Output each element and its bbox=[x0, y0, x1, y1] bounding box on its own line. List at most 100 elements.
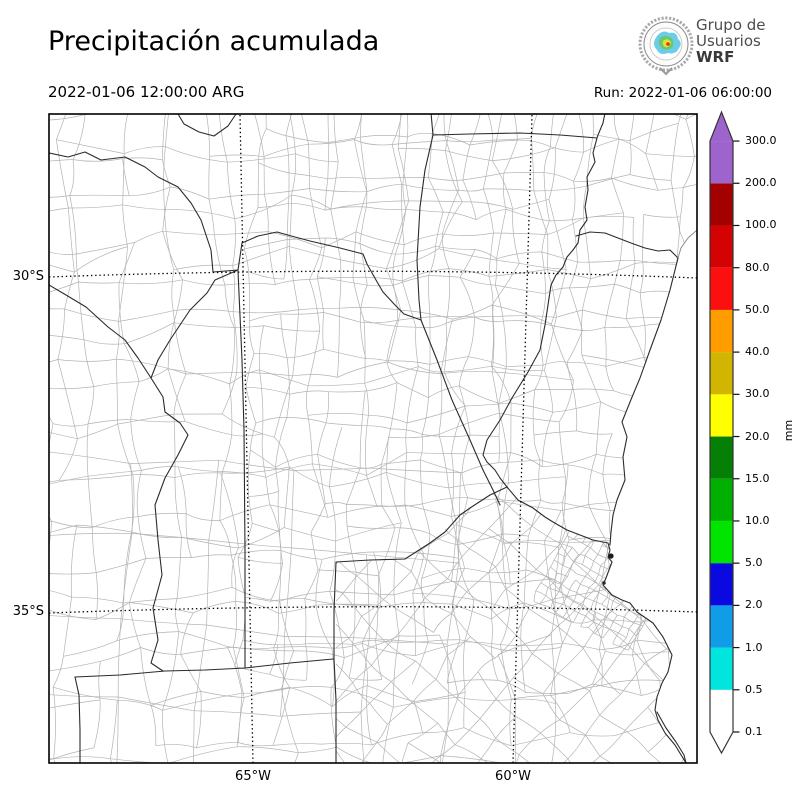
department-boundary-line bbox=[601, 679, 660, 686]
department-boundary-line bbox=[742, 493, 763, 515]
department-boundary-line bbox=[463, 727, 512, 746]
lon-tick-label-60w: 60°W bbox=[495, 769, 531, 784]
department-boundary-line bbox=[599, 756, 634, 763]
department-boundary-line bbox=[110, 758, 112, 763]
department-boundary-line bbox=[308, 144, 310, 189]
department-boundary-line bbox=[739, 502, 742, 553]
department-boundary-line bbox=[362, 70, 374, 108]
department-boundary-line bbox=[327, 177, 366, 180]
department-boundary-line bbox=[232, 246, 290, 267]
department-boundary-line bbox=[140, 647, 152, 706]
department-boundary-line bbox=[459, 639, 492, 648]
department-boundary-line bbox=[491, 160, 514, 210]
department-boundary-line bbox=[592, 581, 603, 620]
department-boundary-line bbox=[64, 308, 119, 322]
colorbar-segment bbox=[710, 436, 733, 479]
department-boundary-line bbox=[363, 320, 366, 384]
colorbar-segment bbox=[710, 352, 733, 395]
department-boundary-line bbox=[612, 615, 618, 622]
department-boundary-line bbox=[557, 604, 581, 627]
department-boundary-line bbox=[173, 308, 234, 313]
department-boundary-line bbox=[393, 285, 398, 321]
department-boundary-line bbox=[243, 248, 249, 272]
department-boundary-line bbox=[74, 246, 128, 273]
department-boundary-line bbox=[624, 730, 649, 753]
department-boundary-line bbox=[70, 525, 78, 598]
department-boundary-line bbox=[216, 633, 240, 649]
department-boundary-line bbox=[419, 459, 423, 504]
department-boundary-line bbox=[442, 232, 494, 236]
department-boundary-line bbox=[458, 558, 475, 600]
department-boundary-line bbox=[545, 587, 549, 596]
department-boundary-line bbox=[601, 603, 611, 611]
department-boundary-line bbox=[193, 601, 236, 614]
department-boundary-line bbox=[550, 601, 554, 608]
department-boundary-line bbox=[535, 590, 546, 596]
department-boundary-line bbox=[593, 592, 600, 602]
department-boundary-line bbox=[231, 586, 280, 602]
department-boundary-line bbox=[772, 726, 799, 744]
department-boundary-line bbox=[406, 451, 452, 454]
department-boundary-line bbox=[760, 38, 772, 81]
department-boundary-line bbox=[289, 466, 330, 488]
department-boundary-line bbox=[567, 496, 598, 526]
department-boundary-line bbox=[612, 643, 620, 647]
department-boundary-line bbox=[623, 610, 630, 618]
department-boundary-line bbox=[390, 660, 416, 682]
department-boundary-line bbox=[756, 365, 783, 371]
department-boundary-line bbox=[411, 551, 420, 572]
department-boundary-line bbox=[415, 641, 465, 656]
department-boundary-line bbox=[604, 327, 607, 367]
department-boundary-line bbox=[588, 454, 597, 505]
department-boundary-line bbox=[470, 434, 500, 438]
department-boundary-line bbox=[299, 645, 327, 656]
department-boundary-line bbox=[233, 646, 274, 650]
department-boundary-line bbox=[69, 195, 77, 255]
department-boundary-line bbox=[289, 687, 333, 707]
department-boundary-line bbox=[0, 155, 30, 163]
department-boundary-line bbox=[170, 186, 210, 200]
department-boundary-line bbox=[49, 615, 122, 620]
lat-tick-label-35s: 35°S bbox=[12, 604, 44, 619]
department-boundary-line bbox=[93, 699, 101, 748]
department-boundary-line bbox=[192, 710, 195, 763]
department-boundary-line bbox=[561, 357, 581, 373]
department-boundary-line bbox=[573, 373, 581, 395]
department-boundary-line bbox=[49, 264, 75, 273]
department-boundary-line bbox=[0, 669, 49, 671]
department-boundary-line bbox=[150, 691, 201, 706]
department-boundary-line bbox=[795, 566, 800, 594]
department-boundary-line bbox=[325, 237, 360, 244]
colorbar-tick-label: 2.0 bbox=[745, 598, 763, 612]
department-boundary-line bbox=[259, 369, 264, 434]
department-boundary-line bbox=[138, 512, 187, 518]
department-boundary-line bbox=[752, 703, 774, 722]
department-boundary-line bbox=[582, 555, 586, 565]
department-boundary-line bbox=[562, 502, 611, 511]
department-boundary-line bbox=[227, 153, 296, 163]
department-boundary-line bbox=[613, 113, 620, 140]
department-boundary-line bbox=[619, 637, 627, 647]
department-boundary-line bbox=[346, 525, 357, 573]
department-boundary-line bbox=[363, 539, 379, 552]
department-boundary-line bbox=[682, 184, 697, 189]
department-boundary-line bbox=[280, 550, 323, 560]
department-boundary-line bbox=[451, 580, 511, 585]
department-boundary-line bbox=[792, 327, 800, 331]
department-boundary-line bbox=[590, 560, 594, 571]
department-boundary-line bbox=[234, 639, 244, 667]
department-boundary-line bbox=[747, 401, 760, 433]
department-boundary-line bbox=[364, 320, 416, 328]
department-boundary-line bbox=[428, 177, 463, 181]
department-boundary-line bbox=[628, 622, 634, 630]
department-boundary-line bbox=[440, 371, 493, 374]
department-boundary-line bbox=[294, 752, 299, 763]
department-boundary-line bbox=[287, 348, 324, 359]
department-boundary-line bbox=[439, 755, 441, 763]
department-boundary-line bbox=[356, 571, 379, 576]
department-boundary-line bbox=[497, 680, 526, 693]
department-boundary-line bbox=[594, 581, 601, 587]
department-boundary-line bbox=[369, 681, 392, 704]
department-boundary-line bbox=[267, 231, 276, 285]
